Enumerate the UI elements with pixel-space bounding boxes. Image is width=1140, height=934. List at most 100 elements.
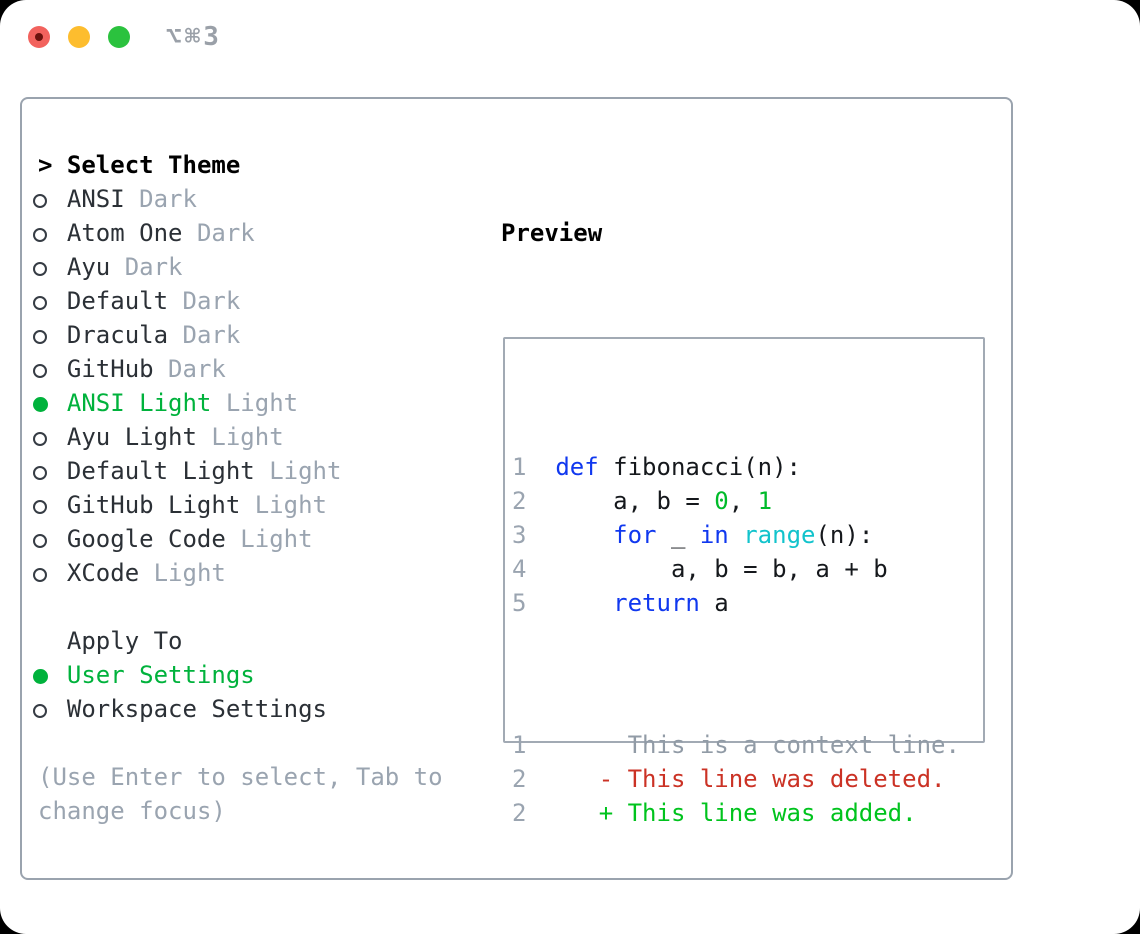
theme-variant-tag: Light [211, 423, 284, 451]
radio-unselected-icon [33, 522, 52, 556]
code-line: 3 for _ in range(n): [512, 518, 983, 552]
line-number: 1 [512, 731, 527, 759]
theme-name: Default Light [66, 457, 255, 485]
theme-name: Ayu [66, 253, 111, 281]
theme-name: Default [66, 287, 169, 315]
theme-name: GitHub [66, 355, 154, 383]
theme-option-dracula[interactable]: Dracula Dark [33, 318, 443, 352]
close-button[interactable] [28, 26, 50, 48]
token-kw: def [555, 453, 599, 481]
token-pl [555, 589, 613, 617]
token-pl [729, 521, 743, 549]
token-pl [555, 521, 613, 549]
line-number: 2 [512, 487, 527, 515]
code-line: 5 return a [512, 586, 983, 620]
traffic-lights [28, 26, 130, 48]
theme-option-ayu[interactable]: Ayu Dark [33, 250, 443, 284]
radio-unselected-icon [33, 318, 52, 352]
prompt-marker: > [38, 151, 67, 179]
theme-variant-tag: Light [269, 457, 342, 485]
hint-line-1: (Use Enter to select, Tab to [38, 763, 443, 791]
theme-variant-tag: Dark [168, 355, 226, 383]
code-line: 4 a, b = b, a + b [512, 552, 983, 586]
line-number: 1 [512, 453, 527, 481]
token-pl: a, b = b, a + b [555, 555, 888, 583]
theme-variant-tag: Dark [182, 321, 241, 349]
apply-option-user-settings[interactable]: User Settings [33, 658, 443, 692]
radio-unselected-icon [33, 454, 52, 488]
theme-variant-tag: Dark [124, 253, 183, 281]
radio-unselected-icon [33, 182, 52, 216]
token-fn: range [743, 521, 816, 549]
apply-to-header: Apply To [38, 624, 443, 658]
theme-name: Ayu Light [66, 423, 197, 451]
theme-option-ayu-light[interactable]: Ayu Light Light [33, 420, 443, 454]
radio-unselected-icon [33, 556, 52, 590]
theme-name: XCode [66, 559, 140, 587]
theme-option-default[interactable]: Default Dark [33, 284, 443, 318]
theme-option-github[interactable]: GitHub Dark [33, 352, 443, 386]
theme-name: Google Code [66, 525, 226, 553]
theme-variant-tag: Dark [182, 287, 241, 315]
token-kw: return [613, 589, 700, 617]
theme-variant-tag: Dark [139, 185, 197, 213]
theme-variant-tag: Light [153, 559, 226, 587]
radio-unselected-icon [33, 250, 52, 284]
token-pl: (n): [815, 521, 874, 549]
line-number: 5 [512, 589, 527, 617]
token-pl: _ [656, 521, 700, 549]
theme-name: Atom One [66, 219, 183, 247]
diff-line-added: 2 + This line was added. [512, 796, 983, 830]
theme-option-atom-one[interactable]: Atom One Dark [33, 216, 443, 250]
line-number: 2 [512, 765, 527, 793]
theme-name: ANSI [66, 185, 125, 213]
theme-variant-tag: Light [225, 389, 299, 417]
token-pl: , [728, 487, 758, 515]
theme-option-ansi[interactable]: ANSI Dark [33, 182, 443, 216]
theme-list-title: Select Theme [66, 151, 241, 179]
theme-name: Dracula [66, 321, 169, 349]
diff-preview: 1 This is a context line. 2 - This line w… [512, 728, 983, 830]
theme-option-xcode[interactable]: XCode Light [33, 556, 443, 590]
radio-unselected-icon [33, 420, 52, 454]
line-number: 2 [512, 799, 527, 827]
diff-text: This is a context line. [555, 731, 960, 759]
theme-option-google-code[interactable]: Google Code Light [33, 522, 443, 556]
zoom-button[interactable] [108, 26, 130, 48]
token-pl: a [699, 589, 729, 617]
apply-to-title: Apply To [66, 627, 183, 655]
minimize-button[interactable] [68, 26, 90, 48]
diff-line-deleted: 2 - This line was deleted. [512, 762, 983, 796]
radio-unselected-icon [33, 692, 52, 726]
preview-title: Preview [501, 219, 603, 247]
radio-unselected-icon [33, 216, 52, 250]
radio-unselected-icon [33, 284, 52, 318]
code-line: 2 a, b = 0, 1 [512, 484, 983, 518]
apply-option-name: User Settings [66, 661, 255, 689]
radio-unselected-icon [33, 352, 52, 386]
theme-option-ansi-light[interactable]: ANSI Light Light [33, 386, 443, 420]
theme-selector-column: > Select Theme ANSI Dark Atom One Dark A… [33, 148, 443, 828]
line-number: 3 [512, 521, 527, 549]
theme-option-default-light[interactable]: Default Light Light [33, 454, 443, 488]
token-num: 1 [757, 487, 773, 515]
diff-text: + This line was added. [555, 799, 917, 827]
token-num: 0 [714, 487, 729, 515]
theme-option-github-light[interactable]: GitHub Light Light [33, 488, 443, 522]
diff-text: - This line was deleted. [555, 765, 946, 793]
theme-list-header: > Select Theme [38, 148, 443, 182]
apply-option-workspace-settings[interactable]: Workspace Settings [33, 692, 443, 726]
radio-unselected-icon [33, 488, 52, 522]
theme-name: ANSI Light [66, 389, 212, 417]
theme-variant-tag: Dark [196, 219, 255, 247]
token-pl: fibonacci(n): [598, 453, 801, 481]
theme-variant-tag: Light [254, 491, 327, 519]
apply-option-name: Workspace Settings [66, 695, 327, 723]
line-number: 4 [512, 555, 527, 583]
theme-variant-tag: Light [240, 525, 313, 553]
diff-line-context: 1 This is a context line. [512, 728, 983, 762]
